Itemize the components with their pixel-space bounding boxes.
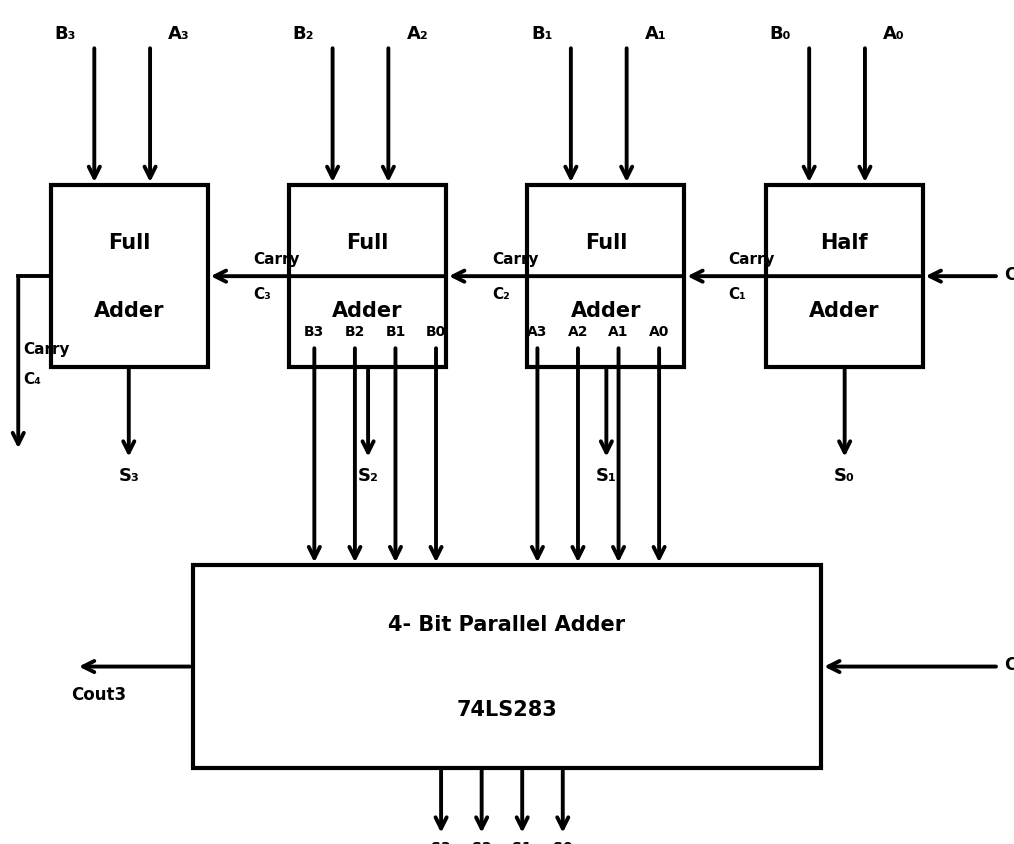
Text: C₁: C₁	[728, 287, 746, 302]
Text: S₂: S₂	[358, 467, 378, 484]
Text: Adder: Adder	[333, 300, 403, 320]
Text: A0: A0	[649, 324, 669, 338]
Text: Adder: Adder	[809, 300, 879, 320]
Text: A2: A2	[568, 324, 588, 338]
Text: B3: B3	[304, 324, 324, 338]
Text: 4- Bit Parallel Adder: 4- Bit Parallel Adder	[388, 614, 626, 635]
Text: Cin: Cin	[1004, 265, 1014, 284]
Text: B₁: B₁	[531, 25, 553, 43]
Text: 74LS283: 74LS283	[456, 699, 558, 719]
Text: C₃: C₃	[254, 287, 272, 302]
Text: B1: B1	[385, 324, 406, 338]
Text: Carry: Carry	[728, 252, 775, 267]
Text: A₁: A₁	[645, 25, 666, 43]
Bar	[289, 186, 446, 367]
Text: Adder: Adder	[94, 300, 164, 320]
Text: Full: Full	[347, 233, 388, 252]
Text: B₀: B₀	[770, 25, 791, 43]
Text: C₄: C₄	[23, 372, 42, 387]
Text: S3: S3	[431, 840, 451, 844]
Bar	[51, 186, 208, 367]
Text: Full: Full	[585, 233, 627, 252]
Text: A1: A1	[608, 324, 629, 338]
Bar	[527, 186, 684, 367]
Text: B₃: B₃	[55, 25, 76, 43]
Text: S₀: S₀	[835, 467, 855, 484]
Text: S₃: S₃	[119, 467, 139, 484]
Text: Carry: Carry	[492, 252, 538, 267]
Text: B0: B0	[426, 324, 446, 338]
Text: Half: Half	[820, 233, 868, 252]
Text: S₁: S₁	[596, 467, 617, 484]
Text: Full: Full	[108, 233, 150, 252]
Text: A₃: A₃	[168, 25, 190, 43]
Bar	[766, 186, 923, 367]
Text: A3: A3	[527, 324, 548, 338]
Text: Cin0: Cin0	[1004, 655, 1014, 674]
Text: B₂: B₂	[293, 25, 314, 43]
Text: S0: S0	[553, 840, 573, 844]
Text: B2: B2	[345, 324, 365, 338]
Text: S2: S2	[472, 840, 492, 844]
Text: C₂: C₂	[492, 287, 510, 302]
Text: A₂: A₂	[407, 25, 428, 43]
Text: Carry: Carry	[23, 342, 70, 356]
Bar	[193, 565, 821, 768]
Text: S1: S1	[512, 840, 532, 844]
Text: A₀: A₀	[883, 25, 904, 43]
Text: Adder: Adder	[571, 300, 641, 320]
Text: Cout3: Cout3	[71, 685, 126, 703]
Text: Carry: Carry	[254, 252, 300, 267]
